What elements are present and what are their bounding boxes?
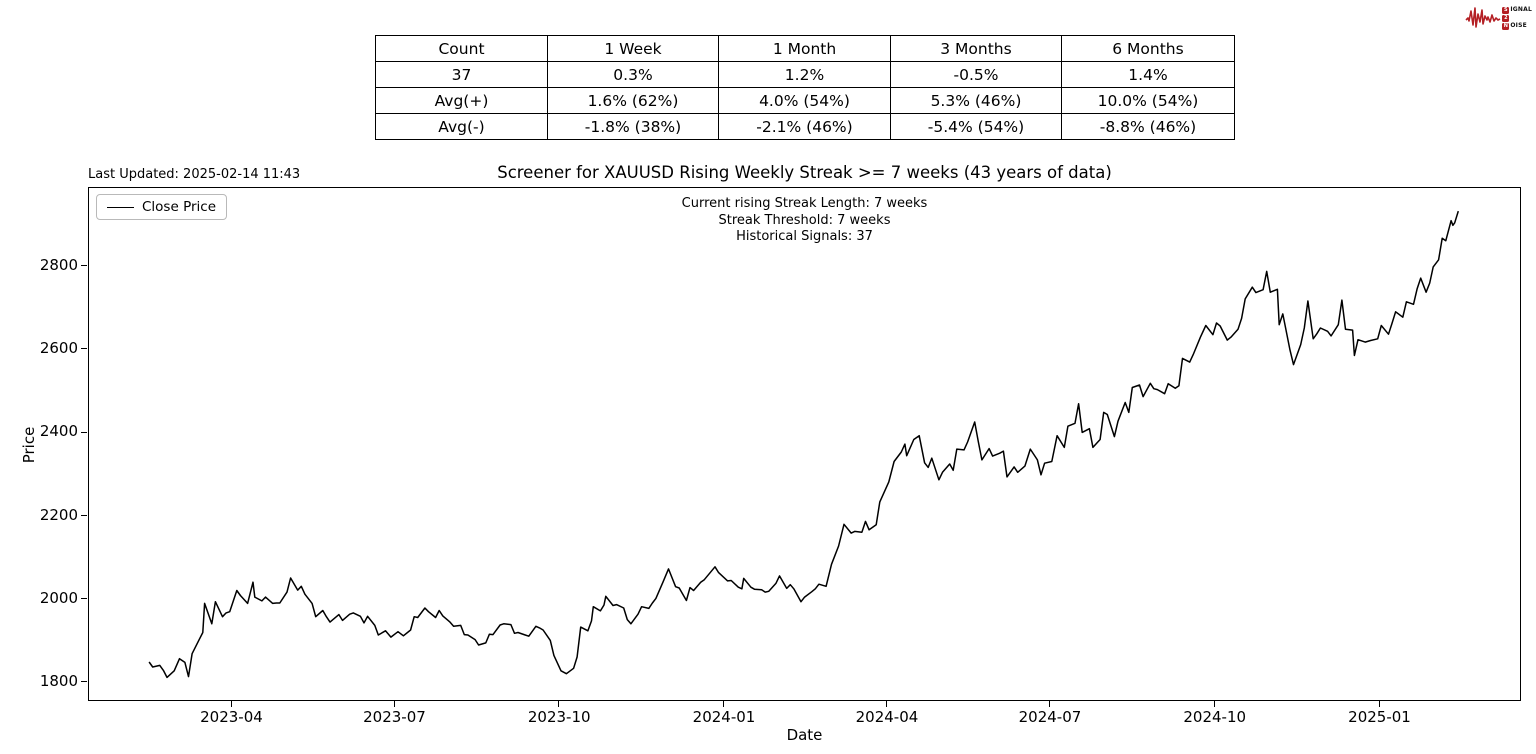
- x-axis-label: Date: [786, 726, 823, 744]
- logo-text: S IGNAL 2 N OISE: [1502, 6, 1532, 30]
- stats-cell: -8.8% (46%): [1061, 113, 1235, 140]
- stats-cell: 10.0% (54%): [1061, 87, 1235, 114]
- logo-word-noise: OISE: [1510, 22, 1527, 29]
- y-tick-mark: [81, 265, 87, 267]
- stats-row: Avg(+) 1.6% (62%) 4.0% (54%) 5.3% (46%) 10.0…: [375, 87, 1235, 114]
- logo-word-signal: IGNAL: [1510, 6, 1532, 13]
- stats-row: 37 0.3% 1.2% -0.5% 1.4%: [375, 61, 1235, 88]
- waveform-icon: [1465, 7, 1501, 28]
- y-tick-mark: [81, 598, 87, 600]
- stats-cell: 0.3%: [547, 61, 719, 88]
- last-updated-text: Last Updated: 2025-02-14 11:43: [88, 167, 301, 182]
- chart-annotations: Current rising Streak Length: 7 weeks St…: [88, 196, 1521, 246]
- x-tick-label: 2024-04: [855, 708, 919, 726]
- x-tick-label: 2023-07: [363, 708, 426, 726]
- logo-badge-n: N: [1502, 22, 1510, 30]
- x-tick-label: 2023-10: [527, 708, 591, 726]
- legend-line-sample: [107, 206, 134, 208]
- x-tick-mark: [393, 701, 395, 707]
- x-tick-label: 2023-04: [200, 708, 263, 726]
- y-tick-label: 1800: [39, 672, 78, 690]
- annotation-streak-length: Current rising Streak Length: 7 weeks: [681, 196, 928, 211]
- stats-cell: 4.0% (54%): [718, 87, 891, 114]
- logo-badge-2: 2: [1502, 14, 1510, 22]
- logo-badge-s: S: [1502, 6, 1510, 14]
- x-tick-label: 2024-07: [1018, 708, 1082, 726]
- y-tick-mark: [81, 514, 87, 516]
- x-tick-mark: [558, 701, 560, 707]
- stats-cell: -5.4% (54%): [890, 113, 1062, 140]
- annotation-streak-threshold: Streak Threshold: 7 weeks: [718, 212, 891, 228]
- x-tick-mark: [1049, 701, 1051, 707]
- x-tick-label: 2025-01: [1348, 708, 1411, 726]
- x-tick-mark: [1378, 701, 1380, 707]
- annotation-historical-signals: Historical Signals: 37: [736, 229, 873, 244]
- x-tick-mark: [886, 701, 888, 707]
- y-tick-label: 2000: [39, 588, 78, 607]
- x-tick-mark: [723, 701, 725, 707]
- y-tick-label: 2200: [39, 505, 78, 524]
- stats-cell: 5.3% (46%): [890, 87, 1062, 114]
- stats-header-cell: 1 Month: [718, 35, 891, 62]
- stats-header-cell: 6 Months: [1061, 35, 1235, 62]
- y-tick-mark: [81, 348, 87, 350]
- y-tick-mark: [81, 431, 87, 433]
- stats-header-row: Count 1 Week 1 Month 3 Months 6 Months: [375, 35, 1235, 62]
- stats-row: Avg(-) -1.8% (38%) -2.1% (46%) -5.4% (54%) -…: [375, 113, 1235, 140]
- y-tick-label: 2400: [39, 422, 78, 441]
- signal2noise-logo: S IGNAL 2 N OISE: [1465, 3, 1532, 33]
- signal-stats-table: Count 1 Week 1 Month 3 Months 6 Months 37 0.3%…: [375, 35, 1235, 140]
- stats-cell: -2.1% (46%): [718, 113, 891, 140]
- stats-header-cell: Count: [375, 35, 548, 62]
- chart-title: Screener for XAUUSD Rising Weekly Streak…: [497, 163, 1112, 182]
- stats-header-cell: 1 Week: [547, 35, 719, 62]
- stats-cell: -1.8% (38%): [547, 113, 719, 140]
- stats-cell: 1.4%: [1061, 61, 1235, 88]
- x-tick-mark: [230, 701, 232, 707]
- plot-area: [88, 187, 1521, 701]
- stats-cell: 1.2%: [718, 61, 891, 88]
- x-tick-label: 2024-01: [692, 708, 756, 726]
- x-tick-mark: [1213, 701, 1215, 707]
- x-tick-label: 2024-10: [1183, 708, 1247, 726]
- stats-cell: Avg(+): [375, 87, 548, 114]
- stats-cell: 37: [375, 61, 548, 88]
- y-tick-label: 2800: [39, 256, 78, 275]
- y-tick-mark: [81, 681, 87, 683]
- stats-cell: -0.5%: [890, 61, 1062, 88]
- y-tick-label: 2600: [39, 339, 78, 358]
- stats-cell: 1.6% (62%): [547, 87, 719, 114]
- stats-cell: Avg(-): [375, 113, 548, 140]
- stats-header-cell: 3 Months: [890, 35, 1062, 62]
